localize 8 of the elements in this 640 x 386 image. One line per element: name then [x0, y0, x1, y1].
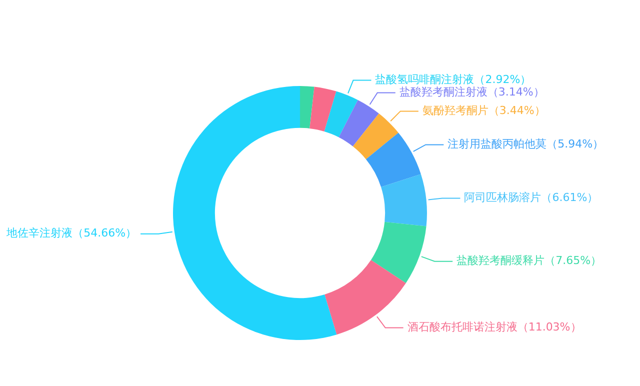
- slice-label: 酒石酸布托啡诺注射液（11.03%）: [407, 320, 582, 334]
- slice-label: 注射用盐酸丙帕他莫（5.94%）: [448, 138, 604, 151]
- slice-label: 阿司匹林肠溶片（6.61%）: [464, 191, 598, 204]
- slice-label: 盐酸氢吗啡酮注射液（2.92%）: [375, 73, 532, 86]
- slice-label: 盐酸羟考酮注射液（3.14%）: [399, 86, 544, 99]
- slice-label: 氨酚羟考酮片（3.44%）: [422, 104, 546, 118]
- slice-label: 地佐辛注射液（54.66%）: [6, 226, 137, 240]
- slice-label: 盐酸羟考酮缓释片（7.65%）: [456, 254, 602, 268]
